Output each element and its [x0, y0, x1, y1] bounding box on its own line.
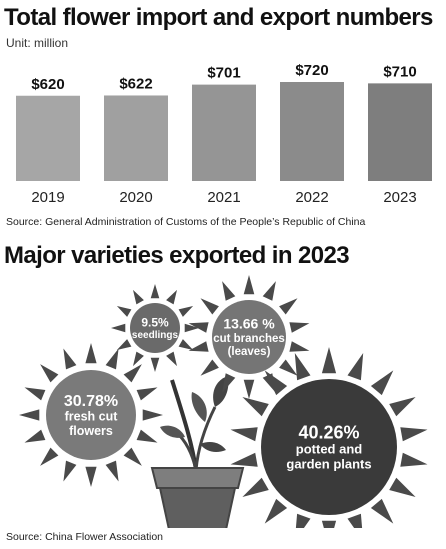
- variety-sun: 13.66 %cut branches(leaves): [188, 275, 310, 399]
- bar-2023: [368, 83, 432, 181]
- bar-value-label: $720: [295, 62, 328, 79]
- varieties-title: Major varieties exported in 2023: [4, 242, 350, 269]
- variety-percent: 40.26%: [298, 422, 359, 442]
- variety-percent: 13.66 %: [223, 316, 275, 332]
- variety-sun: 9.5%seedlings: [111, 284, 199, 372]
- variety-name: garden plants: [286, 456, 371, 471]
- variety-name: cut branches: [213, 333, 285, 345]
- variety-percent: 9.5%: [141, 315, 169, 329]
- variety-name: fresh cut: [65, 410, 119, 424]
- bar-value-label: $710: [383, 63, 416, 80]
- bar-chart-unit: Unit: million: [6, 36, 69, 50]
- bar-category-label: 2020: [119, 189, 152, 206]
- variety-percent: 30.78%: [64, 393, 118, 410]
- variety-bubble: [261, 379, 397, 515]
- bar-2021: [192, 84, 256, 181]
- variety-name: (leaves): [228, 346, 271, 358]
- bar-category-label: 2021: [207, 189, 240, 206]
- bar-chart-title: Total flower import and export numbers: [4, 4, 433, 31]
- bar-category-label: 2023: [383, 189, 416, 206]
- bar-value-label: $622: [119, 75, 152, 92]
- bar-2022: [280, 82, 344, 181]
- bar-category-label: 2019: [31, 189, 64, 206]
- bar-2019: [16, 95, 80, 181]
- bar-chart: $620 2019 $622 2020 $701 2021 $720 2022 $710 2023: [16, 62, 432, 206]
- varieties-source: Source: China Flower Association: [6, 531, 163, 543]
- variety-name: potted and: [296, 441, 362, 456]
- variety-name: seedlings: [132, 330, 179, 341]
- bar-2020: [104, 95, 168, 181]
- bar-chart-source: Source: General Administration of Custom…: [6, 216, 366, 228]
- variety-name: flowers: [69, 424, 113, 438]
- bar-value-label: $701: [207, 65, 240, 82]
- flower-pot-illustration: [150, 376, 245, 528]
- variety-bubble: [212, 300, 286, 374]
- variety-bubble: [130, 303, 180, 353]
- variety-bubble: [46, 370, 136, 460]
- bar-value-label: $620: [31, 76, 64, 93]
- bar-category-label: 2022: [295, 189, 328, 206]
